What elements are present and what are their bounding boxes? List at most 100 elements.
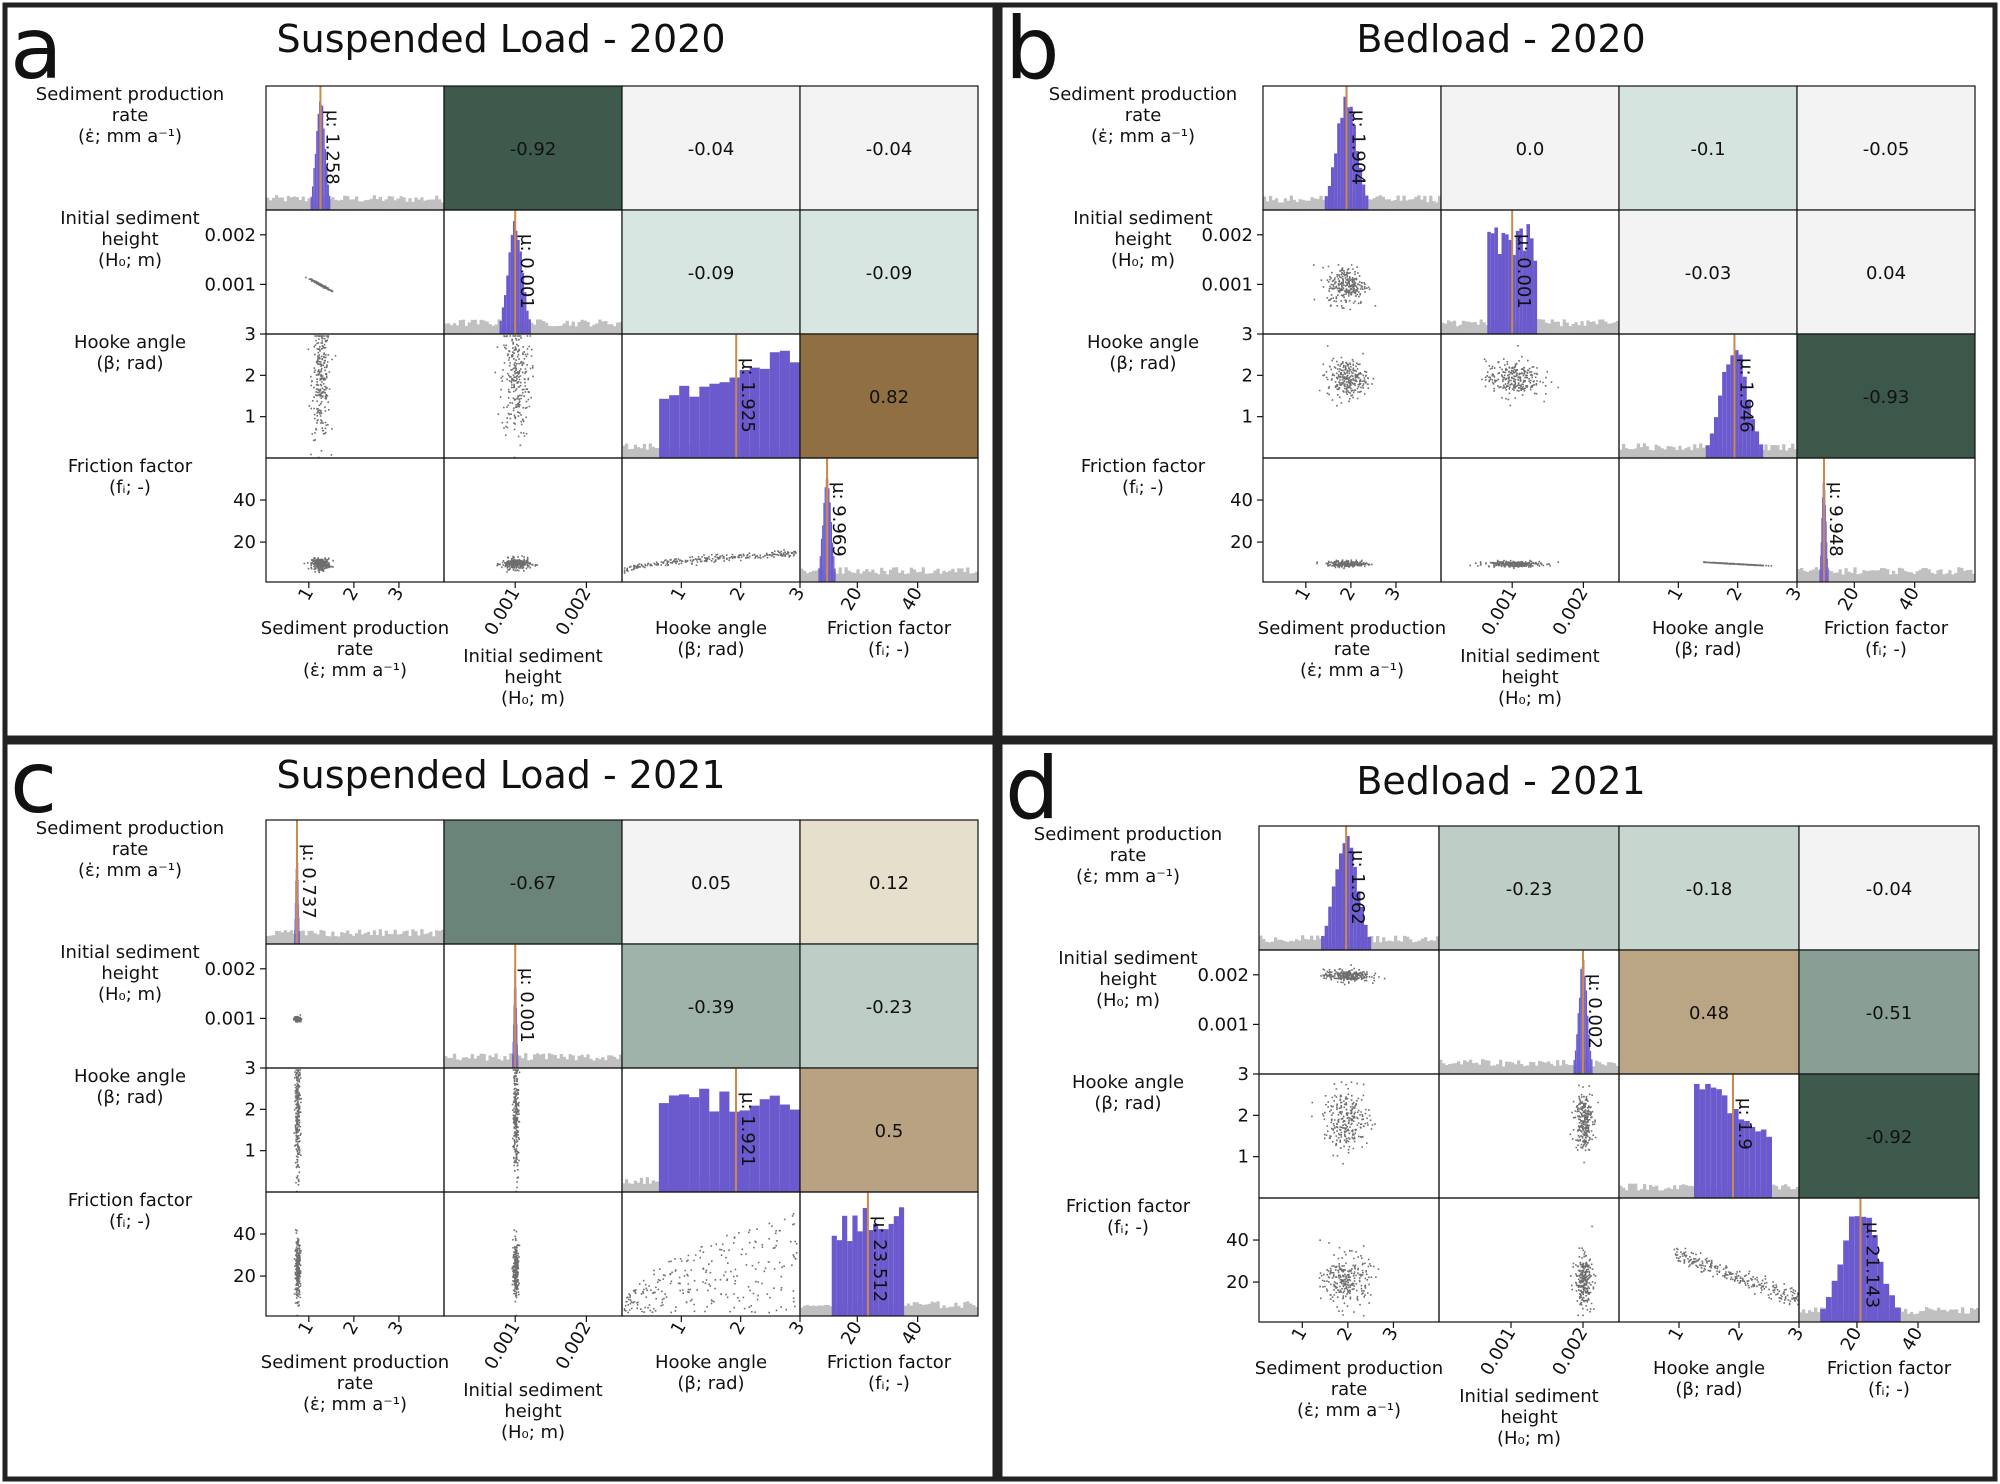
posterior-bar [504, 295, 507, 334]
posterior-bar [729, 377, 740, 458]
cell-border [1618, 333, 1798, 459]
cell-1-2: -0.39 [621, 943, 801, 1069]
prior-bar [1541, 1061, 1545, 1074]
scatter-points [1318, 1239, 1380, 1317]
prior-bar [1485, 325, 1489, 334]
prior-bar [518, 1055, 522, 1068]
cell-border [265, 333, 445, 459]
mean-label: μ: 1.9 [1734, 1098, 1755, 1150]
prior-bar [530, 322, 534, 334]
prior-bar [378, 929, 382, 944]
prior-bar [1286, 941, 1290, 950]
posterior-bar [829, 502, 831, 582]
panel-frame [997, 2, 1998, 741]
cell-border [1798, 1197, 1980, 1323]
x-tick-label: 3 [1379, 1324, 1403, 1344]
posterior-bar [834, 568, 836, 582]
prior-bar [541, 1053, 546, 1068]
cell-3-2 [1618, 1197, 1800, 1323]
prior-bar [1432, 201, 1436, 210]
prior-bar [930, 573, 934, 582]
prior-bar [378, 196, 382, 210]
prior-bar [538, 1054, 543, 1068]
cell-2-3: 0.82 [799, 333, 979, 459]
cell-2-1 [1438, 1073, 1620, 1199]
prior-bar [945, 572, 949, 582]
prior-bar [1481, 1059, 1485, 1074]
posterior-bar [1821, 518, 1823, 582]
row-label: (H₀; m) [98, 250, 162, 271]
posterior-bar [709, 383, 720, 458]
prior-bar [1604, 321, 1608, 334]
prior-bar [390, 934, 394, 944]
posterior-bar [1766, 1136, 1772, 1198]
column-label: (fᵢ; -) [868, 639, 910, 660]
row-label: (ε̇; mm a⁻¹) [1091, 126, 1195, 147]
scatter-points [293, 1069, 302, 1193]
posterior-bar [1742, 376, 1747, 458]
posterior-bar [1734, 350, 1739, 458]
posterior-bar [1860, 1216, 1867, 1322]
prior-bar [616, 322, 620, 334]
prior-bar [1589, 321, 1593, 334]
prior-bar [927, 1303, 931, 1316]
prior-bar [1937, 1307, 1941, 1322]
prior-bar [1930, 572, 1934, 582]
prior-bar [521, 1058, 525, 1068]
prior-bar [1556, 1060, 1560, 1074]
prior-bar [1430, 940, 1434, 950]
y-tick-label: 0.001 [1201, 274, 1253, 295]
prior-bar [1949, 1309, 1953, 1322]
posterior-bar [749, 1105, 760, 1192]
prior-bar [1601, 1064, 1605, 1074]
scatter-points [1569, 1225, 1597, 1317]
prior-bar [841, 573, 845, 582]
prior-bar [479, 1053, 483, 1068]
corr-value: -0.1 [1690, 139, 1725, 160]
row-label: Initial sediment [60, 208, 199, 229]
prior-bar [1868, 570, 1872, 582]
prior-bar [1448, 1064, 1452, 1074]
posterior-bar [1522, 250, 1527, 334]
prior-bar [1775, 1185, 1779, 1198]
prior-bar [289, 197, 293, 210]
prior-bar [307, 198, 311, 210]
posterior-bar [779, 1104, 790, 1192]
prior-bar [1304, 938, 1308, 950]
posterior-bar [759, 368, 770, 458]
prior-bar [357, 929, 362, 944]
corr-value: 0.5 [875, 1121, 904, 1142]
prior-bar [1961, 1307, 1965, 1322]
posterior-bar [328, 195, 331, 210]
prior-bar [1313, 940, 1317, 950]
prior-bar [417, 935, 421, 944]
scatter-points [1311, 1081, 1376, 1165]
posterior-bar [1587, 1015, 1589, 1074]
posterior-bar [528, 319, 531, 334]
prior-bar [432, 936, 436, 944]
cell-border [1258, 1197, 1440, 1323]
prior-bar [1646, 1189, 1650, 1198]
prior-bar [1874, 570, 1878, 582]
prior-bar [435, 930, 439, 944]
prior-bar [966, 1301, 970, 1316]
posterior-bar [1889, 1295, 1895, 1322]
prior-bar [963, 1302, 967, 1316]
posterior-bar [669, 395, 680, 458]
prior-bar [491, 325, 495, 334]
posterior-bar [883, 1229, 889, 1316]
prior-bar [307, 930, 311, 944]
posterior-bar [823, 502, 825, 582]
prior-bar [429, 199, 433, 210]
mean-label: μ: 1.962 [1347, 850, 1368, 925]
prior-bar [1420, 199, 1424, 210]
prior-bar [571, 1055, 575, 1068]
prior-bar [633, 1180, 638, 1192]
prior-bar [1696, 448, 1700, 458]
posterior-bar [789, 1109, 800, 1192]
posterior-bar [862, 1207, 868, 1316]
x-tick-label: 1 [1664, 1324, 1688, 1344]
prior-bar [1928, 1308, 1932, 1322]
prior-bar [633, 444, 638, 458]
